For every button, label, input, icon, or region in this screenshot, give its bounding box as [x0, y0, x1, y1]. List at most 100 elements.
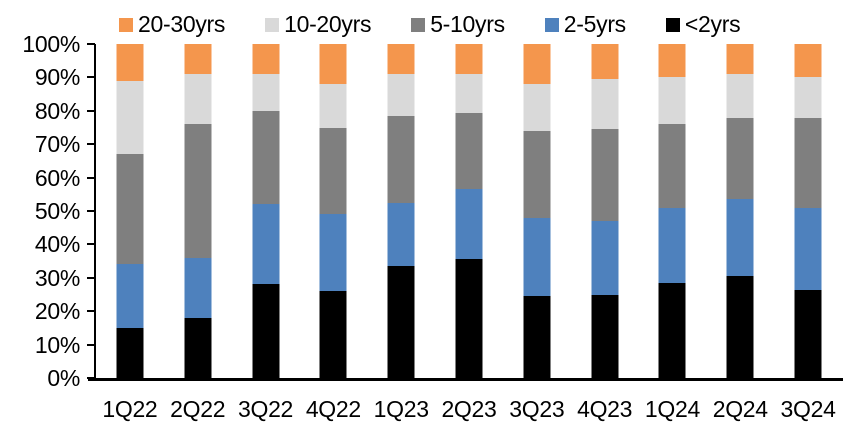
y-axis-tick	[87, 109, 95, 112]
bar-segment-5-10yrs	[658, 124, 686, 208]
bar-segment-5-10yrs	[319, 127, 347, 215]
bar-column-1Q22	[96, 44, 164, 378]
y-axis-tick-label: 30%	[34, 264, 80, 291]
bar-segment-2-5yrs	[658, 207, 686, 283]
legend-item: 2-5yrs	[544, 11, 626, 37]
y-axis-tick-label: 90%	[34, 64, 80, 91]
y-axis-tick-label: 40%	[34, 231, 80, 258]
bar-segment-10-20yrs	[523, 84, 551, 131]
bar-column-2Q23	[435, 44, 503, 378]
stacked-bar	[523, 44, 551, 378]
bar-segment-<2yrs	[523, 296, 551, 378]
y-axis-tick	[87, 76, 95, 79]
bar-segment-2-5yrs	[184, 257, 212, 318]
stacked-bar	[591, 44, 619, 378]
bar-segment-<2yrs	[184, 317, 212, 378]
legend-label: 20-30yrs	[138, 11, 226, 37]
y-axis-tick	[87, 276, 95, 279]
legend-label: 10-20yrs	[284, 11, 372, 37]
y-axis-line	[94, 44, 96, 380]
x-axis-tick-label: 2Q22	[170, 396, 226, 422]
bar-segment-20-30yrs	[591, 44, 619, 80]
bar-segment-<2yrs	[794, 289, 822, 378]
bar-column-3Q24	[774, 44, 842, 378]
y-axis-tick	[87, 143, 95, 146]
bar-segment-5-10yrs	[252, 110, 280, 205]
bar-segment-10-20yrs	[116, 80, 144, 155]
bar-segment-5-10yrs	[794, 117, 822, 208]
stacked-bar	[794, 44, 822, 378]
x-axis-tick-label: 4Q23	[577, 396, 633, 422]
chart-legend: 20-30yrs 10-20yrs 5-10yrs 2-5yrs <2yrs	[119, 11, 741, 37]
y-axis-tick	[87, 176, 95, 179]
bar-segment-<2yrs	[387, 266, 415, 378]
bar-segment-20-30yrs	[455, 44, 483, 75]
bar-segment-5-10yrs	[184, 124, 212, 258]
y-axis-tick	[87, 310, 95, 313]
y-axis-tick-label: 80%	[34, 97, 80, 124]
legend-label: <2yrs	[684, 11, 741, 37]
stacked-bar	[319, 44, 347, 378]
x-axis-tick-label: 1Q23	[373, 396, 429, 422]
legend-swatch-icon	[265, 17, 280, 32]
bar-segment-5-10yrs	[726, 117, 754, 200]
y-axis-tick	[87, 243, 95, 246]
bar-segment-5-10yrs	[591, 129, 619, 222]
legend-item: 20-30yrs	[119, 13, 225, 36]
bar-segment-2-5yrs	[319, 214, 347, 292]
y-axis-tick-label: 60%	[34, 164, 80, 191]
legend-label: 2-5yrs	[563, 11, 626, 37]
bar-segment-2-5yrs	[116, 264, 144, 328]
x-axis-tick-label: 1Q24	[644, 396, 700, 422]
x-axis-tick-label: 2Q23	[441, 396, 497, 422]
x-axis-tick-label: 1Q22	[102, 396, 158, 422]
y-axis-tick-label: 70%	[34, 131, 80, 158]
bar-segment-20-30yrs	[726, 44, 754, 75]
bar-segment-2-5yrs	[455, 189, 483, 260]
bar-column-1Q24	[639, 44, 707, 378]
bar-segment-2-5yrs	[726, 199, 754, 277]
bar-segment-<2yrs	[726, 276, 754, 378]
bar-segment-10-20yrs	[658, 77, 686, 125]
bar-segment-2-5yrs	[252, 204, 280, 285]
x-axis-tick-label: 3Q22	[237, 396, 294, 422]
bar-segment-<2yrs	[319, 291, 347, 378]
bar-segment-5-10yrs	[116, 154, 144, 265]
x-axis-tick-label: 2Q24	[712, 396, 768, 422]
bar-segment-20-30yrs	[116, 44, 144, 81]
bar-column-4Q23	[571, 44, 639, 378]
bar-segment-2-5yrs	[523, 217, 551, 297]
bar-segment-5-10yrs	[387, 115, 415, 203]
plot-area	[96, 44, 842, 378]
bar-column-3Q22	[232, 44, 300, 378]
legend-swatch-icon	[119, 17, 133, 32]
legend-item: 10-20yrs	[265, 13, 371, 36]
y-axis-tick	[87, 43, 95, 45]
bar-segment-10-20yrs	[387, 74, 415, 116]
bar-segment-20-30yrs	[319, 44, 347, 85]
bar-column-2Q22	[164, 44, 232, 378]
y-axis-tick	[87, 210, 95, 212]
stacked-bar	[252, 44, 280, 378]
y-axis-tick-label: 100%	[22, 31, 80, 57]
bar-column-2Q24	[706, 44, 774, 378]
bar-segment-<2yrs	[455, 259, 483, 378]
bar-segment-20-30yrs	[387, 44, 415, 75]
bar-segment-20-30yrs	[794, 44, 822, 78]
bar-segment-10-20yrs	[794, 77, 822, 118]
y-axis-tick-label: 10%	[34, 331, 80, 358]
bar-segment-10-20yrs	[455, 74, 483, 113]
bar-segment-20-30yrs	[184, 44, 212, 75]
bar-segment-10-20yrs	[591, 79, 619, 130]
y-axis-tick-label: 20%	[34, 298, 80, 325]
legend-item: 5-10yrs	[411, 13, 505, 36]
y-axis-tick-label: 50%	[34, 198, 80, 224]
stacked-bar	[658, 44, 686, 378]
legend-swatch-icon	[411, 17, 426, 32]
bar-column-3Q23	[503, 44, 571, 378]
bar-segment-<2yrs	[591, 294, 619, 378]
legend-swatch-icon	[544, 17, 559, 32]
y-axis-tick	[87, 343, 95, 346]
stacked-bar	[116, 44, 144, 378]
